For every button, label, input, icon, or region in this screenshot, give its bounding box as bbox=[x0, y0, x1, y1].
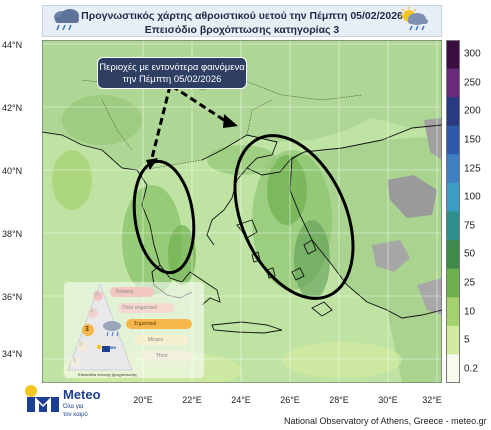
legend-swatch bbox=[446, 297, 460, 327]
lat-label: 38°N bbox=[2, 229, 23, 239]
lon-label: 32°E bbox=[422, 395, 442, 405]
legend-swatch bbox=[446, 325, 460, 355]
inset-level: 5 bbox=[95, 292, 99, 298]
legend-label: 250 bbox=[464, 77, 481, 89]
map-subtitle: Επεισόδιο βροχόπτωσης κατηγορίας 3 bbox=[144, 24, 340, 36]
lon-label: 28°E bbox=[329, 395, 349, 405]
inset-row-label: Ήπιο bbox=[156, 353, 168, 359]
arrow-to-west bbox=[150, 85, 172, 159]
inset-row-label: Μέτριο bbox=[148, 337, 164, 343]
lat-label: 42°N bbox=[2, 103, 23, 113]
callout-line-1: Περιοχές με εντονότερα φαινόμενα bbox=[99, 62, 245, 73]
legend-label: 75 bbox=[464, 220, 476, 232]
source-credit: National Observatory of Athens, Greece -… bbox=[284, 416, 487, 426]
meteo-logo-icon bbox=[25, 385, 59, 412]
brand-tagline-2: τον καιρό bbox=[63, 412, 88, 418]
inset-level: 4 bbox=[90, 309, 94, 315]
legend-label: 300 bbox=[464, 48, 481, 60]
legend-label: 10 bbox=[464, 306, 476, 318]
title-banner: Προγνωστικός χάρτης αθροιστικού υετού τη… bbox=[42, 5, 442, 37]
inset-level: 3 bbox=[85, 326, 89, 333]
legend-swatch bbox=[446, 68, 460, 98]
lat-label: 40°N bbox=[2, 166, 23, 176]
brand-name: Meteo bbox=[63, 387, 101, 402]
lat-label: 34°N bbox=[2, 349, 23, 359]
inset-brand: Meteo bbox=[103, 345, 117, 350]
category-pyramid-inset bbox=[64, 282, 204, 378]
precipitation-map bbox=[42, 40, 442, 383]
inset-row-label: Πολύ σημαντικό bbox=[122, 305, 158, 311]
lon-label: 24°E bbox=[231, 395, 251, 405]
inset-row-label: Σημαντικό bbox=[134, 321, 157, 327]
legend-swatch bbox=[446, 211, 460, 241]
legend-label: 125 bbox=[464, 163, 481, 175]
legend-swatch bbox=[446, 268, 460, 298]
inset-level: 2 bbox=[79, 342, 83, 348]
lat-label: 36°N bbox=[2, 292, 23, 302]
legend-swatch bbox=[446, 40, 460, 70]
legend-label: 0.2 bbox=[464, 363, 478, 375]
precip-color-bar bbox=[446, 40, 460, 383]
lon-label: 26°E bbox=[280, 395, 300, 405]
inset-caption: Επεισόδια έντονης βροχόπτωσης bbox=[78, 372, 138, 377]
legend-swatch bbox=[446, 240, 460, 270]
highlight-ellipse-east bbox=[233, 134, 355, 300]
legend-swatch bbox=[446, 97, 460, 127]
sun-rain-cloud-icon bbox=[400, 7, 428, 31]
meteo-logo: Meteo Όλα για τον καιρό bbox=[23, 380, 113, 426]
legend-label: 50 bbox=[464, 248, 476, 260]
inset-level: 1 bbox=[73, 358, 77, 364]
legend-label: 25 bbox=[464, 277, 476, 289]
callout-line-2: την Πέμπτη 05/02/2026 bbox=[122, 74, 222, 85]
lon-label: 20°E bbox=[133, 395, 153, 405]
highlight-ellipse-west bbox=[132, 159, 196, 275]
legend-label: 200 bbox=[464, 105, 481, 117]
inset-row-label: Κόκκινη bbox=[116, 289, 134, 295]
callout-box: Περιοχές με εντονότερα φαινόμενα την Πέμ… bbox=[97, 57, 247, 89]
legend-swatch bbox=[446, 154, 460, 184]
legend-label: 150 bbox=[464, 134, 481, 146]
lon-label: 30°E bbox=[378, 395, 398, 405]
legend-label: 100 bbox=[464, 191, 481, 203]
legend-label: 5 bbox=[464, 334, 470, 346]
legend-swatch bbox=[446, 354, 460, 383]
lon-label: 22°E bbox=[182, 395, 202, 405]
legend-swatch bbox=[446, 182, 460, 212]
lat-label: 44°N bbox=[2, 40, 23, 50]
brand-tagline-1: Όλα για bbox=[63, 404, 84, 410]
legend-swatch bbox=[446, 125, 460, 155]
map-title: Προγνωστικός χάρτης αθροιστικού υετού τη… bbox=[81, 10, 403, 22]
rain-cloud-icon bbox=[54, 9, 79, 31]
